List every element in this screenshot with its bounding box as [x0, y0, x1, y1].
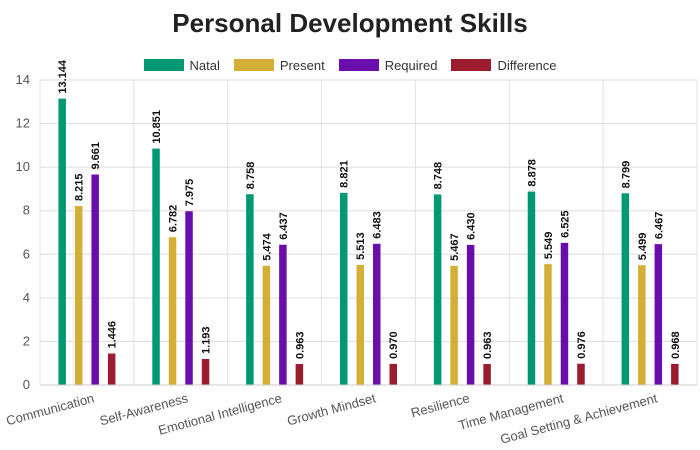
bar-required: [91, 174, 99, 385]
data-label: 7.975: [184, 179, 196, 207]
bar-present: [356, 264, 364, 385]
x-category-label: Communication: [5, 390, 96, 428]
data-label: 6.430: [466, 212, 478, 240]
y-tick-label: 4: [23, 290, 30, 305]
data-label: 10.851: [151, 110, 163, 144]
y-tick-label: 8: [23, 203, 30, 218]
data-label: 8.821: [339, 160, 351, 188]
y-tick-label: 10: [16, 159, 30, 174]
data-label: 0.968: [670, 331, 682, 359]
bar-required: [654, 244, 663, 385]
data-label: 6.525: [559, 210, 571, 238]
chart-title: Personal Development Skills: [172, 8, 528, 38]
bar-difference: [671, 363, 679, 385]
y-tick-label: 2: [23, 333, 30, 348]
data-label: 13.144: [57, 59, 69, 94]
data-label: 5.499: [637, 233, 649, 261]
legend-swatch: [143, 59, 184, 71]
bar-natal: [246, 194, 254, 385]
chart-legend: Natal Present Required Difference: [0, 56, 700, 74]
bar-difference: [577, 363, 585, 385]
data-label: 8.799: [620, 161, 632, 189]
data-label: 8.758: [245, 162, 257, 190]
data-label: 1.446: [107, 321, 119, 349]
legend-item-natal: Natal: [143, 57, 220, 73]
legend-label: Natal: [189, 57, 220, 73]
bar-required: [560, 242, 569, 385]
data-label: 0.963: [482, 331, 494, 359]
data-label: 0.970: [388, 331, 400, 359]
bar-present: [168, 237, 177, 385]
bar-present: [544, 264, 552, 385]
legend-swatch: [338, 59, 379, 71]
legend-label: Difference: [497, 57, 557, 73]
x-category-label: Growth Mindset: [285, 390, 377, 428]
data-label: 5.513: [355, 232, 367, 260]
data-label: 8.878: [526, 159, 538, 187]
y-tick-label: 6: [23, 246, 30, 261]
data-label: 6.782: [168, 205, 180, 233]
bar-required: [185, 211, 193, 385]
data-label: 5.549: [543, 232, 555, 260]
bar-natal: [433, 194, 442, 385]
bar-difference: [107, 353, 116, 385]
bar-natal: [58, 98, 66, 386]
data-label: 6.437: [278, 212, 290, 240]
legend-item-present: Present: [233, 57, 325, 73]
data-label: 9.661: [90, 142, 102, 170]
bar-natal: [152, 148, 160, 385]
bar-present: [262, 265, 271, 385]
bar-natal: [527, 191, 536, 385]
legend-label: Required: [384, 57, 438, 73]
bar-required: [279, 244, 287, 385]
data-label: 8.215: [74, 173, 86, 201]
legend-item-difference: Difference: [451, 58, 556, 73]
legend-label: Present: [279, 57, 325, 73]
y-tick-label: 14: [16, 72, 30, 87]
y-tick-label: 0: [23, 377, 30, 392]
data-label: 6.483: [372, 211, 384, 239]
data-label: 0.976: [576, 331, 588, 359]
bar-present: [450, 265, 458, 385]
bar-difference: [201, 359, 210, 385]
bar-difference: [295, 364, 304, 385]
data-label: 5.474: [261, 232, 273, 260]
legend-swatch: [451, 59, 492, 71]
data-label: 0.963: [294, 331, 306, 359]
bar-present: [638, 265, 646, 385]
legend-item-required: Required: [338, 57, 438, 73]
bar-required: [466, 244, 475, 385]
bar-difference: [483, 364, 491, 385]
x-category-label: Resilience: [409, 390, 471, 420]
data-label: 5.467: [449, 233, 461, 261]
data-label: 6.467: [653, 212, 665, 240]
bar-difference: [389, 363, 397, 385]
data-label: 1.193: [201, 326, 213, 354]
y-tick-label: 12: [16, 116, 30, 131]
data-label: 8.748: [433, 162, 445, 190]
bar-present: [74, 206, 83, 385]
legend-swatch: [233, 59, 274, 71]
bar-natal: [621, 193, 630, 385]
x-category-label: Goal Setting & Achievement: [499, 390, 660, 446]
bar-natal: [340, 192, 348, 385]
bar-required: [373, 243, 381, 385]
